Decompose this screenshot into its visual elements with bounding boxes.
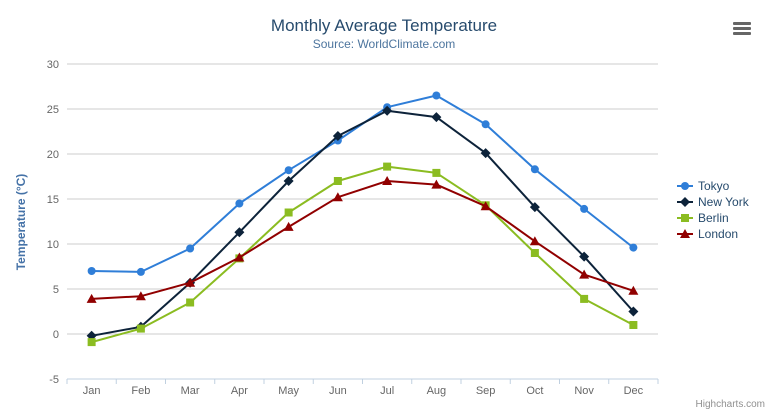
series-tokyo-point-may[interactable] xyxy=(284,166,293,175)
credits-link[interactable]: Highcharts.com xyxy=(696,399,765,410)
series-london-point-nov[interactable] xyxy=(579,269,590,279)
legend-label-london: London xyxy=(698,227,738,241)
series-new-york-point-aug[interactable] xyxy=(431,112,442,123)
series-london-point-jan[interactable] xyxy=(86,293,97,303)
series-london-point-jun[interactable] xyxy=(332,192,343,202)
series-new-york-point-nov[interactable] xyxy=(579,251,590,262)
series-london-point-jul[interactable] xyxy=(382,176,393,185)
y-axis-label-15: 15 xyxy=(47,194,59,206)
series-london-line xyxy=(90,180,635,300)
x-axis-label-jan: Jan xyxy=(83,385,101,397)
legend-item-london[interactable]: London xyxy=(677,227,738,241)
grid-layer xyxy=(67,63,658,380)
series-tokyo-point-feb[interactable] xyxy=(136,267,145,276)
x-axis-label-jun: Jun xyxy=(329,385,347,397)
series-new-york-point-apr[interactable] xyxy=(234,227,245,238)
series-tokyo-point-dec[interactable] xyxy=(629,243,638,252)
legend-square-icon xyxy=(681,214,689,222)
x-axis-label-feb: Feb xyxy=(131,385,150,397)
chart-title: Monthly Average Temperature xyxy=(271,16,497,35)
legend-item-tokyo[interactable]: Tokyo xyxy=(677,179,730,193)
y-axis-label--5: -5 xyxy=(49,374,59,386)
axis-layer: -5 0 5 10 15 20 25 30 Jan Feb Mar Apr May Jun Jul Aug Se… xyxy=(47,59,659,397)
series-tokyo-point-mar[interactable] xyxy=(186,244,195,253)
series-tokyo-point-sep[interactable] xyxy=(481,120,490,129)
series-new-york-point-jun[interactable] xyxy=(332,131,343,141)
series-london-point-mar[interactable] xyxy=(185,277,196,287)
series-berlin-point-aug[interactable] xyxy=(432,168,441,177)
legend-item-berlin[interactable]: Berlin xyxy=(677,211,729,225)
series-new-york-point-dec[interactable] xyxy=(628,306,639,317)
series-berlin-point-jul[interactable] xyxy=(383,162,392,171)
series-berlin-point-may[interactable] xyxy=(284,208,293,217)
series-new-york-point-may[interactable] xyxy=(283,176,294,186)
context-menu-button[interactable] xyxy=(733,22,751,35)
series-tokyo-line xyxy=(90,94,635,273)
series-berlin-line xyxy=(90,165,635,344)
y-axis-title: Temperature (°C) xyxy=(14,174,28,271)
series-tokyo-point-apr[interactable] xyxy=(235,199,244,208)
legend-diamond-icon xyxy=(680,197,690,207)
legend-circle-icon xyxy=(681,182,689,190)
x-axis-label-nov: Nov xyxy=(574,385,594,397)
x-axis-label-sep: Sep xyxy=(476,385,496,397)
series-tokyo-point-aug[interactable] xyxy=(432,91,441,100)
series-london-point-oct[interactable] xyxy=(529,236,540,246)
legend-triangle-icon xyxy=(680,229,690,238)
series-london-point-apr[interactable] xyxy=(234,252,245,262)
series-berlin-point-feb[interactable] xyxy=(136,324,145,333)
legend-label-berlin: Berlin xyxy=(698,211,729,225)
series-layer xyxy=(86,91,639,347)
series-new-york-point-oct[interactable] xyxy=(529,202,540,213)
legend-item-new-york[interactable]: New York xyxy=(677,195,750,209)
series-new-york-point-jul[interactable] xyxy=(382,105,393,116)
y-axis-label-20: 20 xyxy=(47,149,59,161)
x-axis-label-apr: Apr xyxy=(231,385,248,397)
x-axis-label-oct: Oct xyxy=(526,385,543,397)
series-new-york-line xyxy=(90,109,635,337)
series-berlin-point-dec[interactable] xyxy=(629,321,638,329)
legend-label-tokyo: Tokyo xyxy=(698,179,730,193)
series-new-york-point-sep[interactable] xyxy=(480,148,491,159)
y-axis-label-25: 25 xyxy=(47,104,59,116)
series-berlin-point-jan[interactable] xyxy=(87,338,96,347)
y-axis-label-0: 0 xyxy=(53,329,59,341)
series-london xyxy=(86,176,639,303)
y-axis-label-5: 5 xyxy=(53,284,59,296)
series-london-point-dec[interactable] xyxy=(628,285,639,295)
y-axis-label-30: 30 xyxy=(47,59,59,71)
series-berlin-point-mar[interactable] xyxy=(186,298,195,307)
series-berlin-point-nov[interactable] xyxy=(580,294,589,303)
series-london-point-may[interactable] xyxy=(283,221,294,231)
series-tokyo-point-jan[interactable] xyxy=(87,267,96,275)
series-berlin-point-jun[interactable] xyxy=(333,177,342,185)
x-axis-label-dec: Dec xyxy=(624,385,644,397)
series-new-york xyxy=(86,105,639,341)
y-axis-label-10: 10 xyxy=(47,239,59,251)
series-tokyo-point-oct[interactable] xyxy=(530,165,539,174)
series-london-point-sep[interactable] xyxy=(480,201,491,211)
legend: Tokyo New York Berlin London xyxy=(677,179,750,241)
x-axis-label-jul: Jul xyxy=(380,385,394,397)
x-axis-label-may: May xyxy=(278,385,299,397)
series-london-point-aug[interactable] xyxy=(431,179,442,189)
chart-subtitle: Source: WorldClimate.com xyxy=(313,37,456,51)
series-tokyo-point-nov[interactable] xyxy=(580,204,589,213)
series-berlin-point-oct[interactable] xyxy=(530,249,539,257)
hamburger-icon xyxy=(733,22,751,35)
series-tokyo xyxy=(87,91,638,276)
x-axis-label-aug: Aug xyxy=(427,385,447,397)
series-london-point-feb[interactable] xyxy=(135,291,146,301)
x-axis-label-mar: Mar xyxy=(181,385,200,397)
legend-label-new-york: New York xyxy=(698,195,750,209)
